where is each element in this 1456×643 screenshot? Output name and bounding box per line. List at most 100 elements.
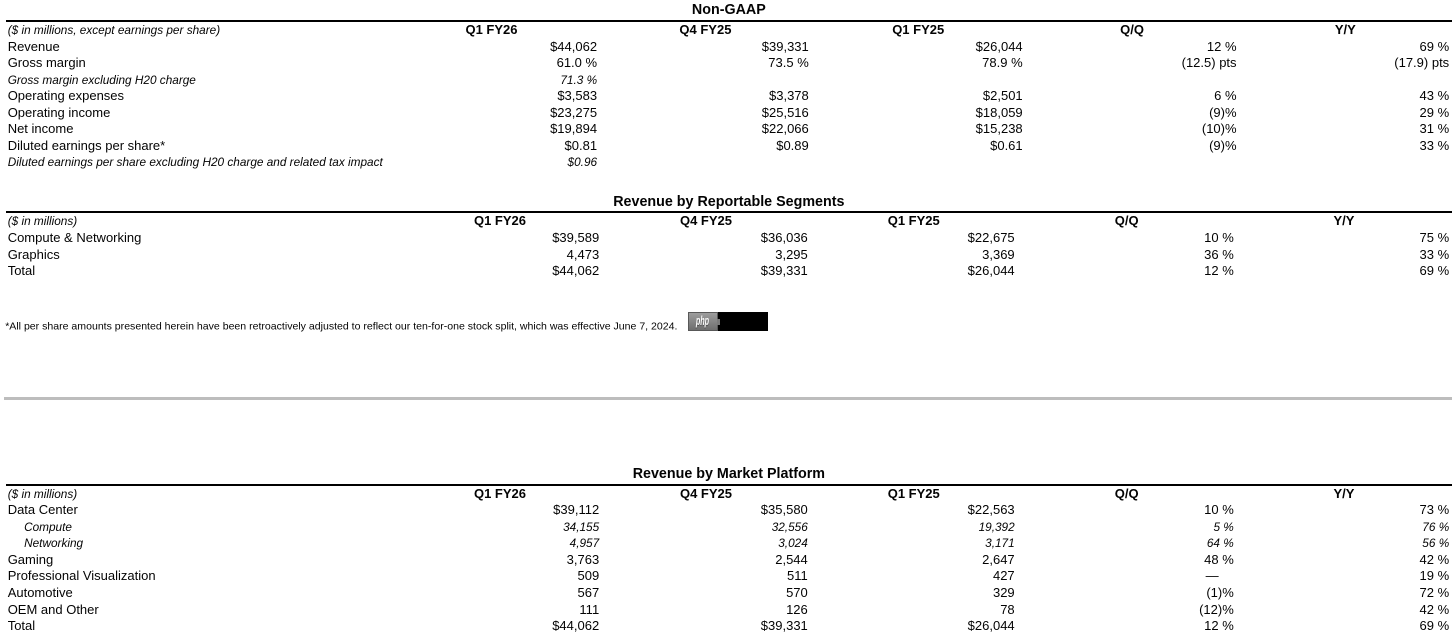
table-row: Operating income $23,275 $25,516 $18,059… xyxy=(6,105,1452,122)
cell xyxy=(1239,72,1452,89)
table-header-row: ($ in millions) Q1 FY26 Q4 FY25 Q1 FY25 … xyxy=(6,486,1452,503)
table-row: Diluted earnings per share* $0.81 $0.89 … xyxy=(6,138,1452,155)
cell: (12)% xyxy=(1199,601,1234,617)
cell: 36 % xyxy=(1204,246,1234,262)
cell: $0.89 xyxy=(776,137,809,153)
cell: $3,378 xyxy=(769,88,809,104)
column-header: Q1 FY25 xyxy=(887,213,940,229)
cell: 61.0 % xyxy=(556,55,598,71)
cell: 6 % xyxy=(1214,88,1237,104)
cell: 111 xyxy=(579,601,600,617)
column-header: Q4 FY25 xyxy=(679,485,732,501)
unit-note: ($ in millions) xyxy=(7,486,78,501)
cell: 10 % xyxy=(1204,230,1234,246)
php-badge-black-panel xyxy=(717,312,768,332)
column-header: Q1 FY26 xyxy=(473,485,526,501)
cell: 56 % xyxy=(1422,536,1450,551)
table-row: Automotive 567 570 329 (1)% 72 % xyxy=(6,585,1452,602)
table-title: Non-GAAP xyxy=(691,1,766,18)
table-row: Revenue $44,062 $39,331 $26,044 12 % 69 … xyxy=(6,39,1452,56)
cell: 33 % xyxy=(1419,137,1450,153)
cell: 19 % xyxy=(1419,568,1450,584)
cell: $0.61 xyxy=(990,137,1023,153)
cell: 29 % xyxy=(1419,104,1450,120)
market-platform-section: Revenue by Market Platform ($ in million… xyxy=(0,466,1456,635)
cell: 33 % xyxy=(1419,246,1450,262)
cell: $26,044 xyxy=(967,618,1015,634)
cell: 3,763 xyxy=(566,551,600,567)
cell: $0.81 xyxy=(564,137,598,153)
table-row: Gross margin 61.0 % 73.5 % 78.9 % (12.5)… xyxy=(6,55,1452,72)
cell: 69 % xyxy=(1419,263,1450,279)
market-platform-table: ($ in millions) Q1 FY26 Q4 FY25 Q1 FY25 … xyxy=(6,483,1452,635)
table-row: Professional Visualization 509 511 427 —… xyxy=(6,568,1452,585)
cell xyxy=(811,72,1025,89)
php-badge[interactable]: php xyxy=(687,312,768,332)
cell: $3,583 xyxy=(557,88,598,104)
row-label: Operating income xyxy=(7,104,111,120)
column-header: Q/Q xyxy=(1120,21,1145,37)
row-label: Automotive xyxy=(7,584,73,600)
cell: 329 xyxy=(992,584,1015,600)
table-row: Total $44,062 $39,331 $26,044 12 % 69 % xyxy=(6,618,1452,635)
cell: 31 % xyxy=(1419,121,1450,137)
cell: $39,331 xyxy=(760,618,808,634)
row-label: Gaming xyxy=(7,551,54,567)
cell: 2,544 xyxy=(775,551,808,567)
cell: 10 % xyxy=(1204,502,1234,518)
cell xyxy=(600,154,812,171)
row-label: Compute xyxy=(24,519,72,534)
cell: 69 % xyxy=(1419,618,1450,634)
row-label: Networking xyxy=(24,536,84,551)
table-row: Compute & Networking $39,589 $36,036 $22… xyxy=(6,230,1452,247)
column-header: Q1 FY26 xyxy=(465,21,518,37)
cell: — xyxy=(1205,568,1219,584)
cell: $39,331 xyxy=(761,38,809,54)
cell: $39,112 xyxy=(553,502,600,518)
php-logo: php xyxy=(687,312,718,332)
segments-table: ($ in millions) Q1 FY26 Q4 FY25 Q1 FY25 … xyxy=(6,211,1452,279)
cell xyxy=(811,154,1025,171)
cell: 12 % xyxy=(1206,38,1237,54)
cell: 72 % xyxy=(1419,584,1450,600)
table-row: Operating expenses $3,583 $3,378 $2,501 … xyxy=(6,88,1452,105)
column-header: Q/Q xyxy=(1114,213,1139,229)
cell: 42 % xyxy=(1419,601,1450,617)
cell: 42 % xyxy=(1419,551,1450,567)
table-row: Data Center $39,112 $35,580 $22,563 10 %… xyxy=(6,502,1452,519)
row-label: Diluted earnings per share excluding H20… xyxy=(7,155,383,170)
cell: 567 xyxy=(577,584,600,600)
cell: 76 % xyxy=(1422,519,1450,534)
cell: 5 % xyxy=(1213,519,1234,534)
table-row: Total $44,062 $39,331 $26,044 12 % 69 % xyxy=(6,263,1452,280)
cell: 4,473 xyxy=(566,246,600,262)
unit-note: ($ in millions, except earnings per shar… xyxy=(7,22,221,37)
table-row: OEM and Other 111 126 78 (12)% 42 % xyxy=(6,602,1452,619)
column-header: Y/Y xyxy=(1333,213,1355,229)
cell: 3,295 xyxy=(775,246,808,262)
cell: 34,155 xyxy=(563,519,600,534)
cell: $23,275 xyxy=(550,104,598,120)
cell: $26,044 xyxy=(975,38,1023,54)
row-label: Compute & Networking xyxy=(7,230,142,246)
table-row: Graphics 4,473 3,295 3,369 36 % 33 % xyxy=(6,247,1452,264)
table-header-row: ($ in millions, except earnings per shar… xyxy=(6,22,1452,39)
row-label: Net income xyxy=(7,121,74,137)
cell: 570 xyxy=(786,584,808,600)
cell: $19,894 xyxy=(550,121,598,137)
cell: 3,024 xyxy=(778,536,808,551)
cell: $15,238 xyxy=(975,121,1023,137)
cell: 64 % xyxy=(1206,536,1234,551)
cell: 71.3 % xyxy=(560,72,598,87)
cell xyxy=(1025,154,1239,171)
table-title: Revenue by Reportable Segments xyxy=(613,194,845,211)
non-gaap-table: ($ in millions, except earnings per shar… xyxy=(6,19,1452,171)
cell: 2,647 xyxy=(982,551,1015,567)
cell: $44,062 xyxy=(550,38,598,54)
row-label: Operating expenses xyxy=(7,88,125,104)
row-label: Gross margin excluding H20 charge xyxy=(7,72,196,87)
table-title: Revenue by Market Platform xyxy=(632,465,825,482)
cell: $22,675 xyxy=(967,230,1015,246)
cell: 32,556 xyxy=(771,519,808,534)
cell: $26,044 xyxy=(967,263,1015,279)
